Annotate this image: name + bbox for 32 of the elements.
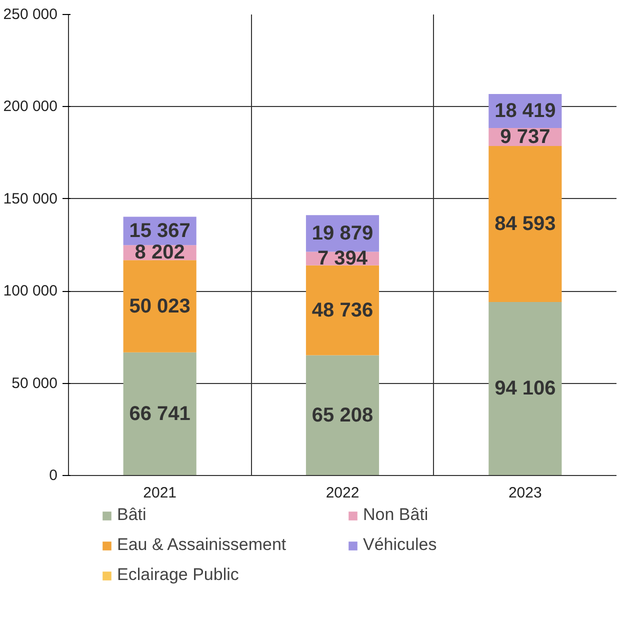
data-label: 48 736 (312, 299, 374, 322)
bar (123, 260, 196, 352)
data-label: 8 202 (134, 242, 185, 264)
bar (306, 355, 380, 476)
y-tick-label: 100 000 (3, 282, 58, 300)
x-tick-label: 2023 (508, 484, 542, 502)
data-label: 15 367 (129, 220, 190, 242)
data-label: 50 023 (129, 295, 190, 318)
data-label: 84 593 (494, 212, 556, 235)
legend-label: Véhicules (363, 535, 438, 555)
legend-label: Eclairage Public (117, 565, 240, 585)
legend-label: Non Bâti (363, 505, 430, 525)
legend-label: Bâti (117, 505, 148, 525)
y-tick-label: 250 000 (3, 6, 58, 23)
data-label: 65 208 (312, 404, 374, 426)
bar (123, 352, 196, 476)
y-tick-label: 150 000 (3, 190, 58, 208)
bar (306, 265, 380, 356)
data-label: 19 879 (312, 222, 374, 244)
bar (488, 146, 562, 302)
y-tick-label: 0 (49, 467, 58, 484)
y-tick-label: 50 000 (12, 374, 58, 392)
data-label: 9 737 (500, 126, 550, 148)
data-label: 66 741 (129, 402, 190, 425)
bar (488, 302, 562, 476)
x-tick-label: 2022 (326, 484, 360, 502)
legend-label: Eau & Assainissement (117, 535, 288, 555)
data-label: 7 394 (317, 248, 368, 270)
y-tick-label: 200 000 (3, 98, 58, 116)
x-tick-label: 2021 (143, 484, 177, 502)
data-label: 94 106 (494, 378, 556, 400)
data-label: 18 419 (494, 100, 556, 122)
